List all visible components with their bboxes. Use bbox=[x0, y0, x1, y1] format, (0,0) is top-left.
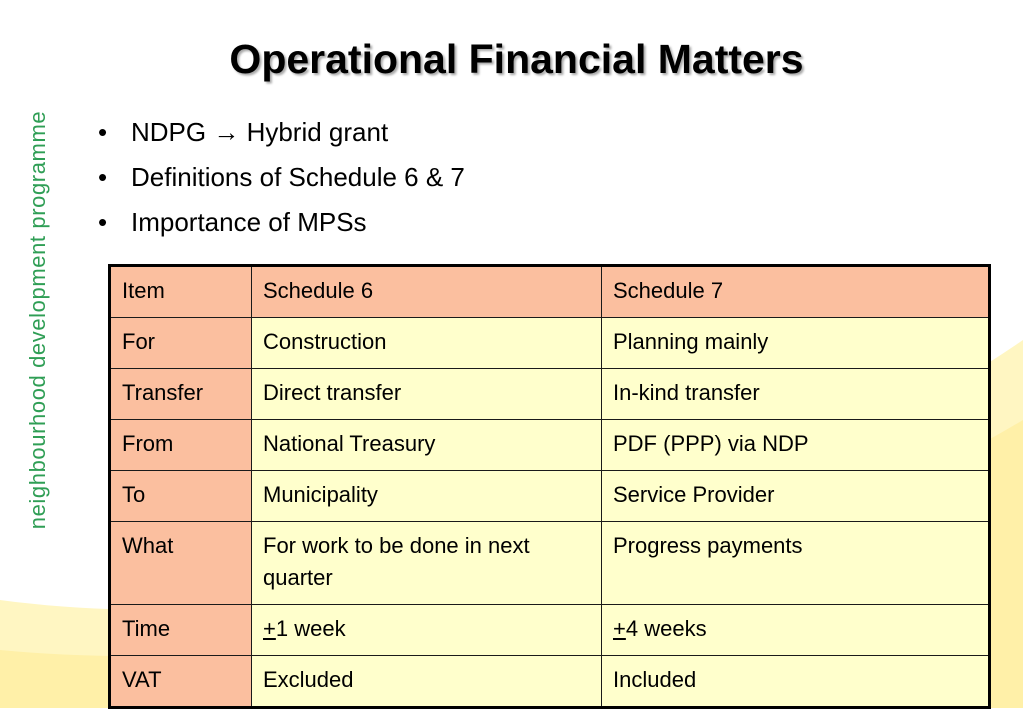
schedule-6-cell: +1 week bbox=[251, 604, 602, 656]
bullet-list: • NDPG → Hybrid grant • Definitions of Sch… bbox=[98, 110, 465, 245]
schedule-6-cell: For work to be done in next quarter bbox=[251, 521, 602, 605]
bullet-dot-icon: • bbox=[98, 207, 108, 237]
bullet-item: • Importance of MPSs bbox=[98, 200, 465, 245]
table-row: What For work to be done in next quarter… bbox=[109, 521, 990, 605]
bullet-text: Importance of MPSs bbox=[131, 207, 367, 237]
schedule-comparison-table: Item Schedule 6 Schedule 7 For Construct… bbox=[108, 264, 991, 709]
schedule-7-cell: Service Provider bbox=[601, 470, 990, 522]
row-label: From bbox=[109, 419, 252, 471]
schedule-7-cell: Planning mainly bbox=[601, 317, 990, 369]
header-cell-schedule-7: Schedule 7 bbox=[601, 265, 990, 318]
bullet-item: • NDPG → Hybrid grant bbox=[98, 110, 465, 155]
table-row: From National Treasury PDF (PPP) via NDP bbox=[109, 419, 990, 471]
bullet-text: Definitions of Schedule 6 & 7 bbox=[131, 162, 465, 192]
schedule-6-cell: National Treasury bbox=[251, 419, 602, 471]
schedule-6-cell: Construction bbox=[251, 317, 602, 369]
plus-minus-symbol: + bbox=[263, 616, 276, 641]
row-label: Transfer bbox=[109, 368, 252, 420]
page-title: Operational Financial Matters bbox=[229, 36, 804, 82]
bullet-dot-icon: • bbox=[98, 162, 108, 192]
bullet-dot-icon: • bbox=[98, 117, 108, 147]
bullet-text: NDPG → Hybrid grant bbox=[131, 117, 389, 147]
row-label: To bbox=[109, 470, 252, 522]
table-row: For Construction Planning mainly bbox=[109, 317, 990, 369]
header-cell-item: Item bbox=[109, 265, 252, 318]
schedule-7-cell: PDF (PPP) via NDP bbox=[601, 419, 990, 471]
row-label: VAT bbox=[109, 655, 252, 708]
schedule-7-cell: In-kind transfer bbox=[601, 368, 990, 420]
schedule-7-value: 4 weeks bbox=[625, 616, 707, 641]
schedule-6-cell: Municipality bbox=[251, 470, 602, 522]
schedule-6-value: 1 week bbox=[275, 616, 346, 641]
plus-minus-symbol: + bbox=[613, 616, 626, 641]
schedule-6-cell: Excluded bbox=[251, 655, 602, 708]
table-row: VAT Excluded Included bbox=[109, 655, 990, 708]
schedule-7-cell: Progress payments bbox=[601, 521, 990, 605]
table-row: Time +1 week +4 weeks bbox=[109, 604, 990, 656]
row-label: For bbox=[109, 317, 252, 369]
schedule-7-cell: Included bbox=[601, 655, 990, 708]
table-row: To Municipality Service Provider bbox=[109, 470, 990, 522]
row-label: Time bbox=[109, 604, 252, 656]
header-cell-schedule-6: Schedule 6 bbox=[251, 265, 602, 318]
schedule-6-cell: Direct transfer bbox=[251, 368, 602, 420]
sidebar-vertical-text: neighbourhood development programme bbox=[25, 110, 50, 530]
table-row: Transfer Direct transfer In-kind transfe… bbox=[109, 368, 990, 420]
bullet-item: • Definitions of Schedule 6 & 7 bbox=[98, 155, 465, 200]
row-label: What bbox=[109, 521, 252, 605]
table-header-row: Item Schedule 6 Schedule 7 bbox=[109, 265, 990, 318]
schedule-7-cell: +4 weeks bbox=[601, 604, 990, 656]
